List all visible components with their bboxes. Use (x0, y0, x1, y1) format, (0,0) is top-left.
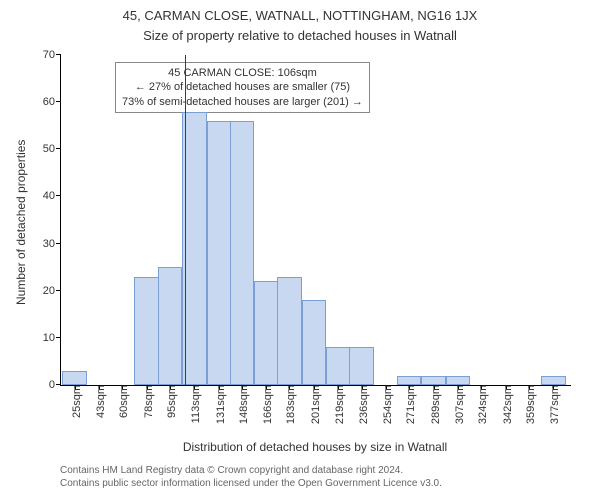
footer-line-2: Contains public sector information licen… (60, 478, 442, 489)
y-axis-label: Number of detached properties (14, 140, 28, 305)
x-tick-label: 148sqm (234, 385, 250, 424)
reference-line (185, 55, 186, 385)
histogram-bar (134, 277, 158, 385)
y-tick-label: 50 (43, 143, 61, 155)
histogram-bar (541, 376, 565, 385)
y-tick-mark (56, 101, 61, 102)
histogram-bar (207, 121, 231, 385)
y-tick-label: 10 (43, 332, 61, 344)
y-tick-mark (56, 290, 61, 291)
x-tick-label: 201sqm (306, 385, 322, 424)
x-tick-label: 254sqm (378, 385, 394, 424)
x-tick-label: 377sqm (545, 385, 561, 424)
x-tick-label: 43sqm (91, 385, 107, 418)
chart-subtitle: Size of property relative to detached ho… (0, 28, 600, 43)
y-tick-mark (56, 243, 61, 244)
x-tick-label: 113sqm (186, 385, 202, 423)
x-tick-label: 359sqm (521, 385, 537, 424)
chart-area: 01020304050607025sqm43sqm60sqm78sqm95sqm… (60, 55, 571, 386)
x-axis-label: Distribution of detached houses by size … (60, 440, 570, 454)
y-tick-label: 20 (43, 285, 61, 297)
y-tick-label: 30 (43, 238, 61, 250)
histogram-bar (158, 267, 182, 385)
x-tick-label: 78sqm (139, 385, 155, 418)
histogram-bar (277, 277, 301, 385)
y-tick-mark (56, 54, 61, 55)
histogram-bar (302, 300, 326, 385)
histogram-bar (397, 376, 421, 385)
x-tick-label: 289sqm (426, 385, 442, 424)
histogram-bar (326, 347, 350, 385)
x-tick-label: 95sqm (162, 385, 178, 418)
y-tick-mark (56, 148, 61, 149)
chart-title: 45, CARMAN CLOSE, WATNALL, NOTTINGHAM, N… (0, 8, 600, 23)
footer-line-1: Contains HM Land Registry data © Crown c… (60, 465, 403, 476)
x-tick-label: 131sqm (211, 385, 227, 424)
x-tick-label: 307sqm (450, 385, 466, 424)
histogram-bar (230, 121, 254, 385)
y-tick-label: 60 (43, 96, 61, 108)
x-tick-label: 25sqm (67, 385, 83, 418)
x-tick-label: 60sqm (114, 385, 130, 418)
x-tick-label: 236sqm (354, 385, 370, 424)
x-tick-label: 166sqm (258, 385, 274, 424)
y-tick-label: 0 (49, 379, 61, 391)
y-tick-mark (56, 337, 61, 338)
histogram-bar (62, 371, 86, 385)
y-tick-label: 70 (43, 49, 61, 61)
histogram-bar (349, 347, 373, 385)
x-tick-label: 324sqm (473, 385, 489, 424)
histogram-bar (254, 281, 278, 385)
x-tick-label: 342sqm (498, 385, 514, 424)
y-tick-label: 40 (43, 190, 61, 202)
x-tick-label: 219sqm (330, 385, 346, 424)
histogram-bar (446, 376, 470, 385)
y-tick-mark (56, 195, 61, 196)
histogram-bar (421, 376, 445, 385)
x-tick-label: 183sqm (281, 385, 297, 424)
y-tick-mark (56, 384, 61, 385)
x-tick-label: 271sqm (401, 385, 417, 424)
